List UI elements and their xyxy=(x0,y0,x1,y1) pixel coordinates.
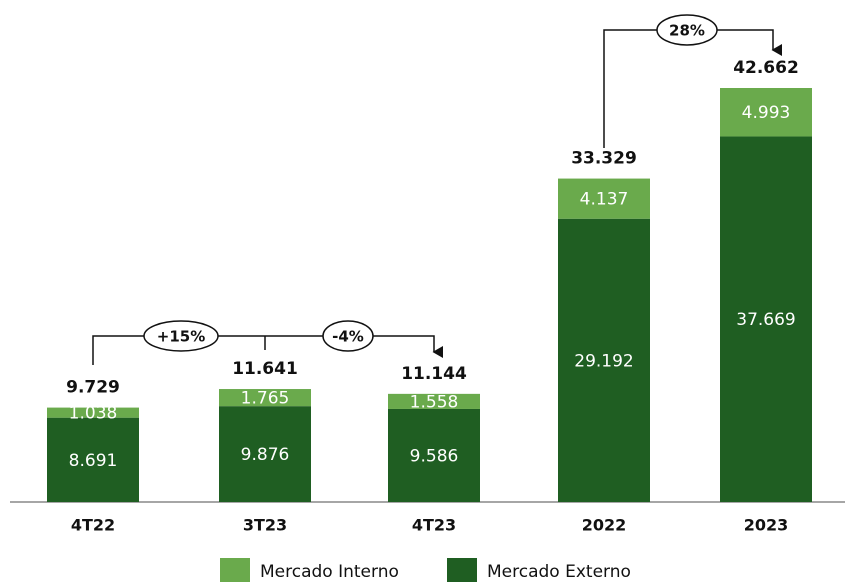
value-label: 9.586 xyxy=(410,446,459,466)
bar-segment xyxy=(219,389,311,407)
total-label: 11.641 xyxy=(232,359,298,379)
value-label: 4.137 xyxy=(580,190,629,210)
legend-label: Mercado Interno xyxy=(260,562,399,582)
bar-segment xyxy=(219,406,311,502)
bar-segment xyxy=(388,408,480,502)
x-tick-label: 4T23 xyxy=(412,516,456,535)
annotation-ellipse xyxy=(322,320,374,352)
total-label: 9.729 xyxy=(66,378,120,398)
x-tick-label: 3T23 xyxy=(243,516,287,535)
annotation-ellipse xyxy=(656,14,718,46)
legend-swatch xyxy=(447,558,477,582)
legend-swatch xyxy=(220,558,250,582)
x-tick-label: 2023 xyxy=(744,516,789,535)
value-label: 4.993 xyxy=(742,103,791,123)
x-tick-label: 2022 xyxy=(582,516,627,535)
value-label: 8.691 xyxy=(69,451,118,471)
value-label: 9.876 xyxy=(241,445,290,465)
annotation: -4% xyxy=(332,328,364,346)
bar-segment xyxy=(47,417,139,502)
total-label: 33.329 xyxy=(571,149,637,169)
total-label: 42.662 xyxy=(733,58,799,78)
value-label: 37.669 xyxy=(736,310,795,330)
bar-segment xyxy=(388,393,480,409)
legend-label: Mercado Externo xyxy=(487,562,631,582)
value-label: 1.558 xyxy=(410,392,459,412)
annotation: +15% xyxy=(157,328,205,346)
value-label: 1.765 xyxy=(241,389,290,409)
x-tick-label: 4T22 xyxy=(71,516,115,535)
annotation-ellipse xyxy=(143,320,219,352)
total-label: 11.144 xyxy=(401,364,467,384)
annotation: 28% xyxy=(669,22,705,40)
bar-segment xyxy=(558,218,650,502)
bar-segment xyxy=(47,407,139,418)
bar-segment xyxy=(720,88,812,137)
value-label: 29.192 xyxy=(574,351,633,371)
bar-segment xyxy=(720,136,812,502)
value-label: 1.038 xyxy=(69,404,118,424)
bar-segment xyxy=(558,178,650,219)
bracket xyxy=(92,335,443,365)
